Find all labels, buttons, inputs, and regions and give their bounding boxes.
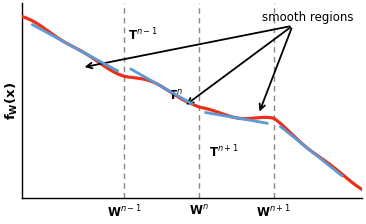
Y-axis label: $\mathbf{f_W(x)}$: $\mathbf{f_W(x)}$ <box>3 82 19 120</box>
Text: $\mathbf{T}^{n-1}$: $\mathbf{T}^{n-1}$ <box>128 27 158 43</box>
Text: smooth regions: smooth regions <box>262 11 354 24</box>
Text: $\mathbf{T}^{n}$: $\mathbf{T}^{n}$ <box>168 89 183 103</box>
Text: $\mathbf{T}^{n+1}$: $\mathbf{T}^{n+1}$ <box>209 143 239 160</box>
